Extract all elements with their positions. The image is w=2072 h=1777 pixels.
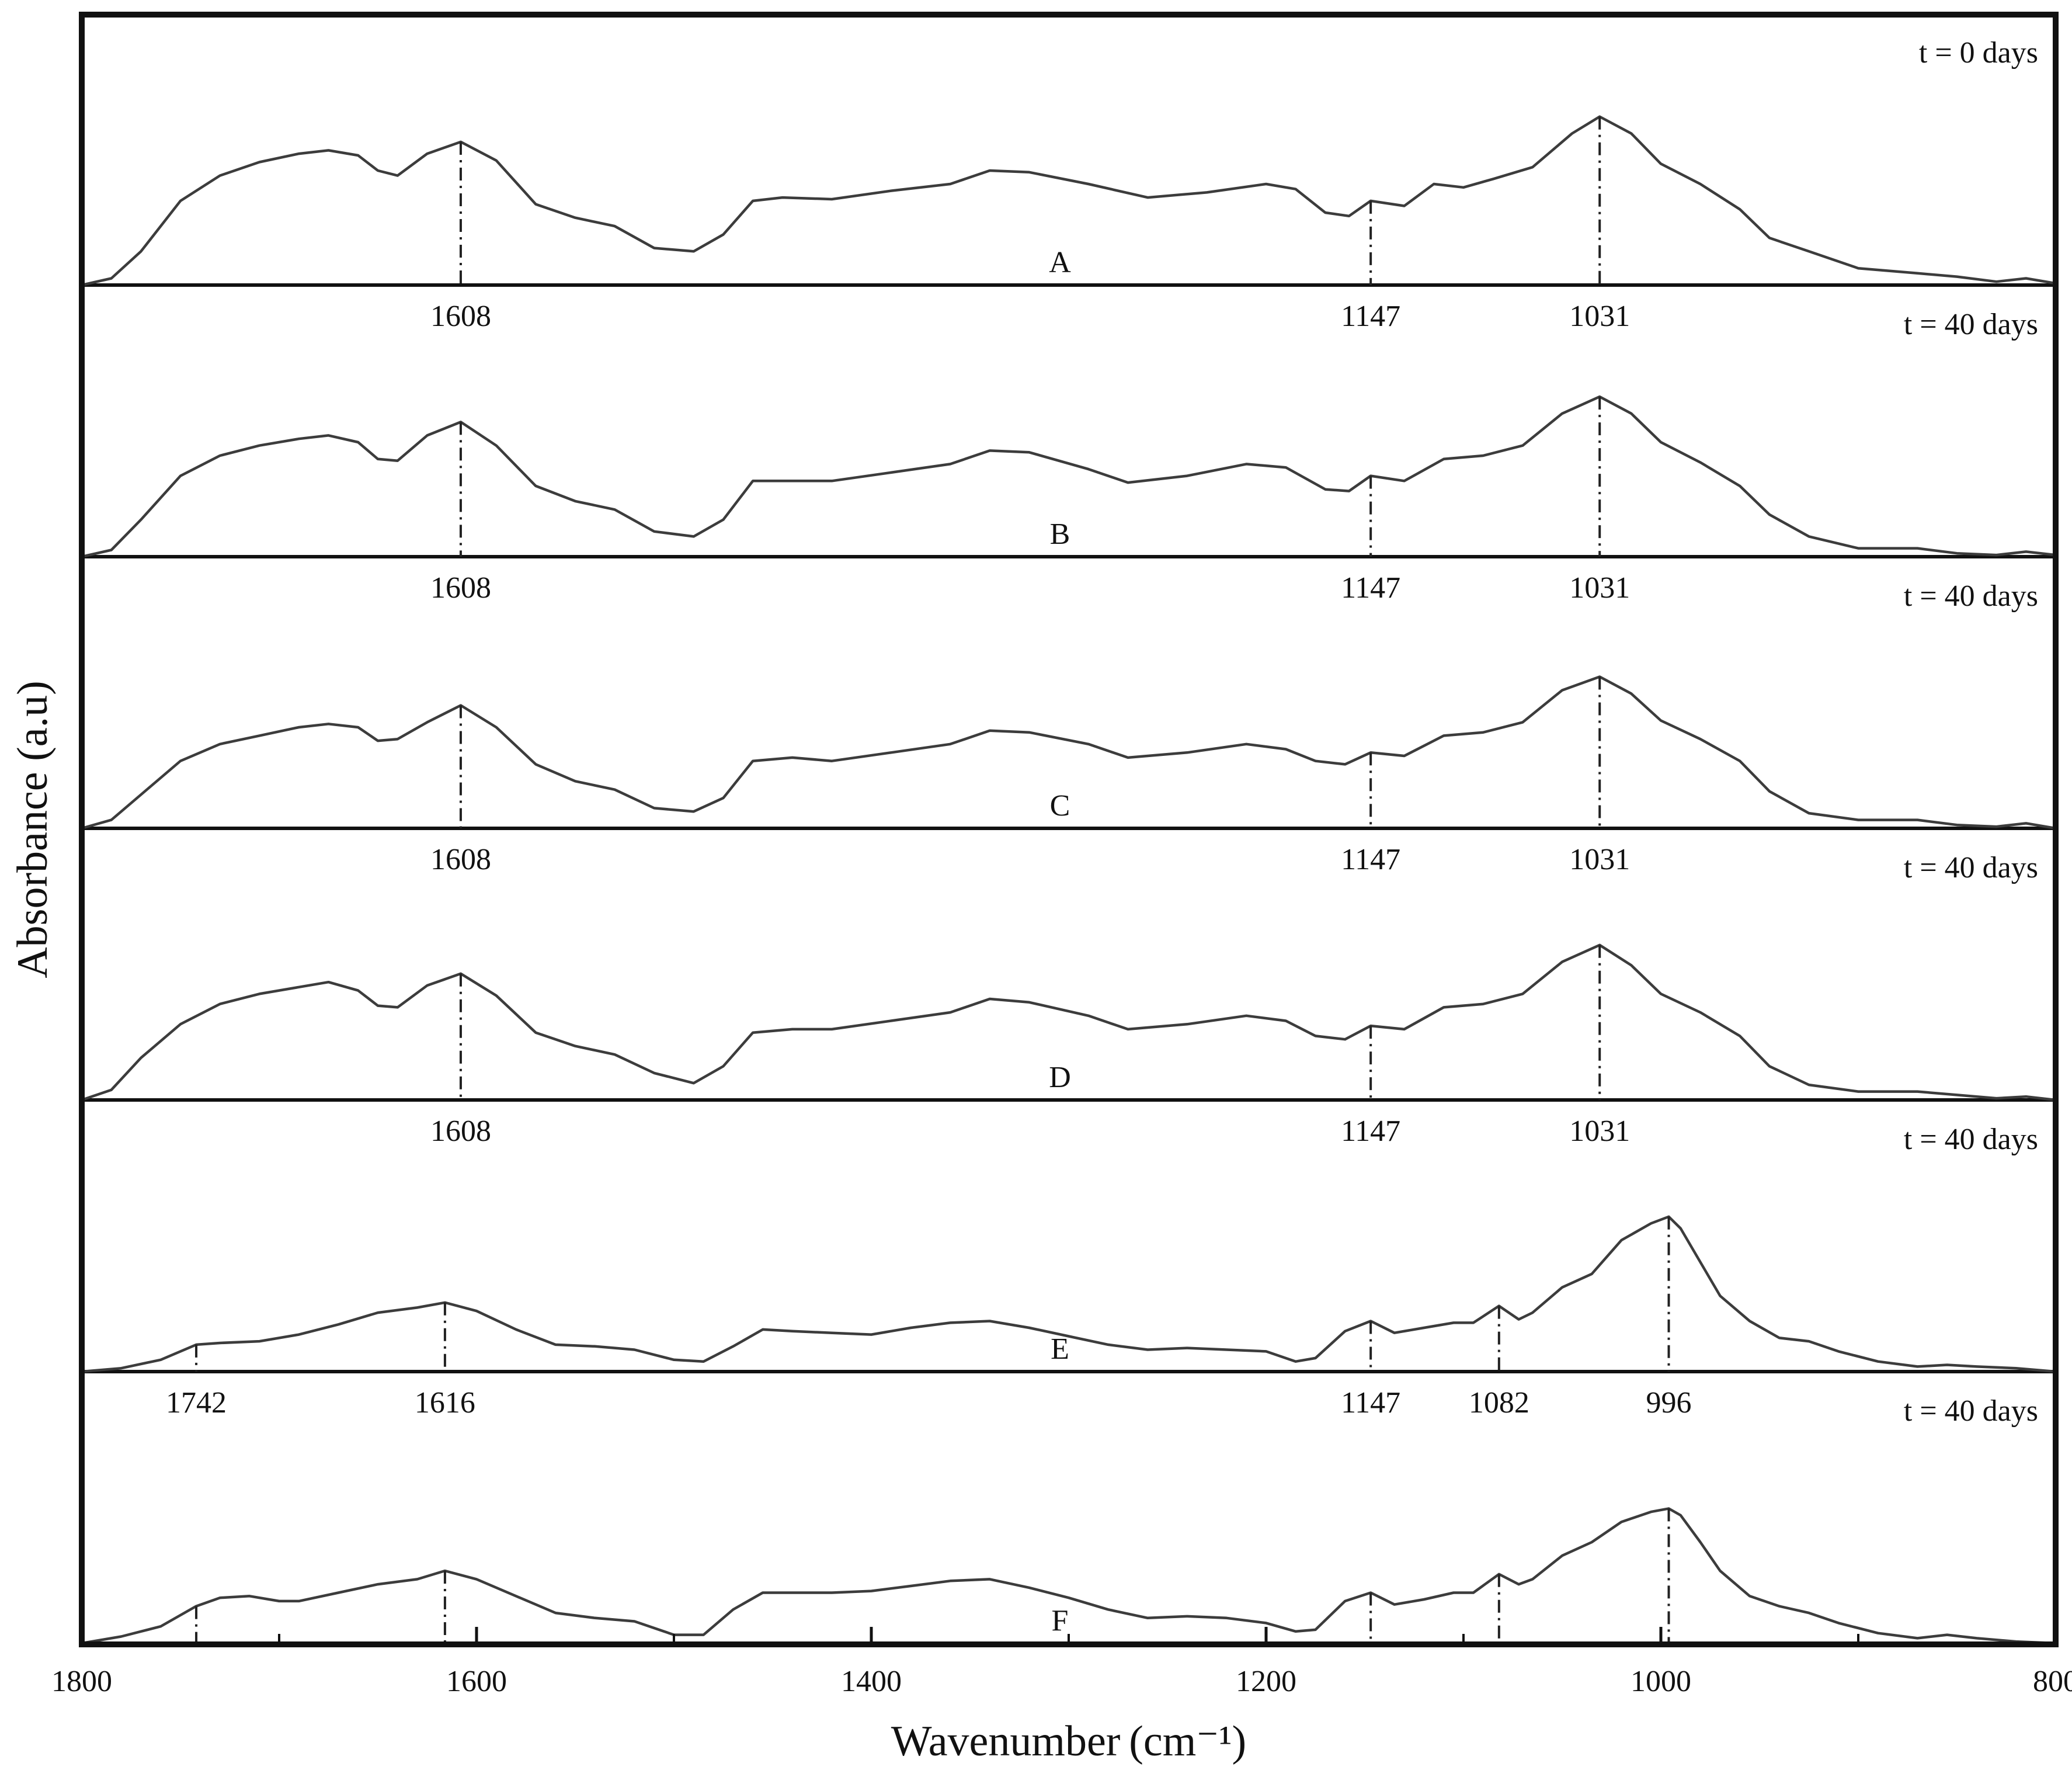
panel-b: 1608 1147 1031 Bt = 40 days <box>81 308 2056 605</box>
x-axis-label: Wavenumber (cm⁻¹) <box>891 1717 1246 1765</box>
peak-label-1608: 1608 <box>430 300 491 333</box>
peak-label-1031: 1031 <box>1569 571 1630 605</box>
time-label: t = 40 days <box>1904 851 2038 884</box>
sample-label: F <box>1052 1604 1069 1637</box>
x-tick-label: 1400 <box>841 1665 902 1698</box>
peak-label-1031: 1031 <box>1569 1115 1630 1148</box>
time-label: t = 0 days <box>1919 36 2038 70</box>
x-tick-label: 800 <box>2033 1665 2072 1698</box>
peak-label-996: 996 <box>1646 1386 1692 1419</box>
peak-label-1147: 1147 <box>1341 571 1400 605</box>
panel-d: 1608 1147 1031 Dt = 40 days <box>81 851 2056 1148</box>
peak-label-1031: 1031 <box>1569 300 1630 333</box>
peak-label-1082: 1082 <box>1469 1386 1529 1419</box>
sample-label: D <box>1049 1061 1071 1094</box>
sample-label: A <box>1049 246 1071 279</box>
x-tick-label: 1200 <box>1236 1665 1296 1698</box>
x-tick-label: 1600 <box>446 1665 507 1698</box>
spectrum-line-b <box>81 395 2056 558</box>
panel-a: 1608 1147 1031 At = 0 days <box>81 36 2056 333</box>
peak-label-1742: 1742 <box>166 1386 227 1419</box>
panel-c: 1608 1147 1031 Ct = 40 days <box>81 579 2056 876</box>
peak-label-1147: 1147 <box>1341 300 1400 333</box>
panel-e: 1742 1616 1147 1082 996 Et = 40 days <box>81 1123 2056 1419</box>
peak-label-1147: 1147 <box>1341 1115 1400 1148</box>
time-label: t = 40 days <box>1904 1394 2038 1428</box>
panels-layer: 1608 1147 1031 At = 0 days 1608 1147 1031 Bt = … <box>81 36 2056 1645</box>
peak-label-1608: 1608 <box>430 571 491 605</box>
spectrum-line-e <box>81 1215 2056 1373</box>
peak-label-1616: 1616 <box>415 1386 475 1419</box>
sample-label: E <box>1051 1332 1069 1366</box>
peak-label-1031: 1031 <box>1569 843 1630 876</box>
time-label: t = 40 days <box>1904 579 2038 613</box>
spectrum-line-c <box>81 675 2056 830</box>
time-label: t = 40 days <box>1904 308 2038 341</box>
x-tick-label: 1000 <box>1631 1665 1691 1698</box>
x-tick-label: 1800 <box>51 1665 112 1698</box>
sample-label: C <box>1050 789 1070 822</box>
time-label: t = 40 days <box>1904 1123 2038 1156</box>
peak-label-1147: 1147 <box>1341 843 1400 876</box>
spectrum-line-a <box>81 115 2056 287</box>
x-axis: 1800 1600 1400 1200 1000 800 <box>51 1627 2072 1698</box>
y-axis-label: Absorbance (a.u) <box>9 681 57 978</box>
spectrum-line-f <box>81 1507 2056 1645</box>
peak-label-1608: 1608 <box>430 843 491 876</box>
sample-label: B <box>1050 518 1070 551</box>
peak-label-1147: 1147 <box>1341 1386 1400 1419</box>
peak-label-1608: 1608 <box>430 1115 491 1148</box>
spectrum-line-d <box>81 943 2056 1102</box>
